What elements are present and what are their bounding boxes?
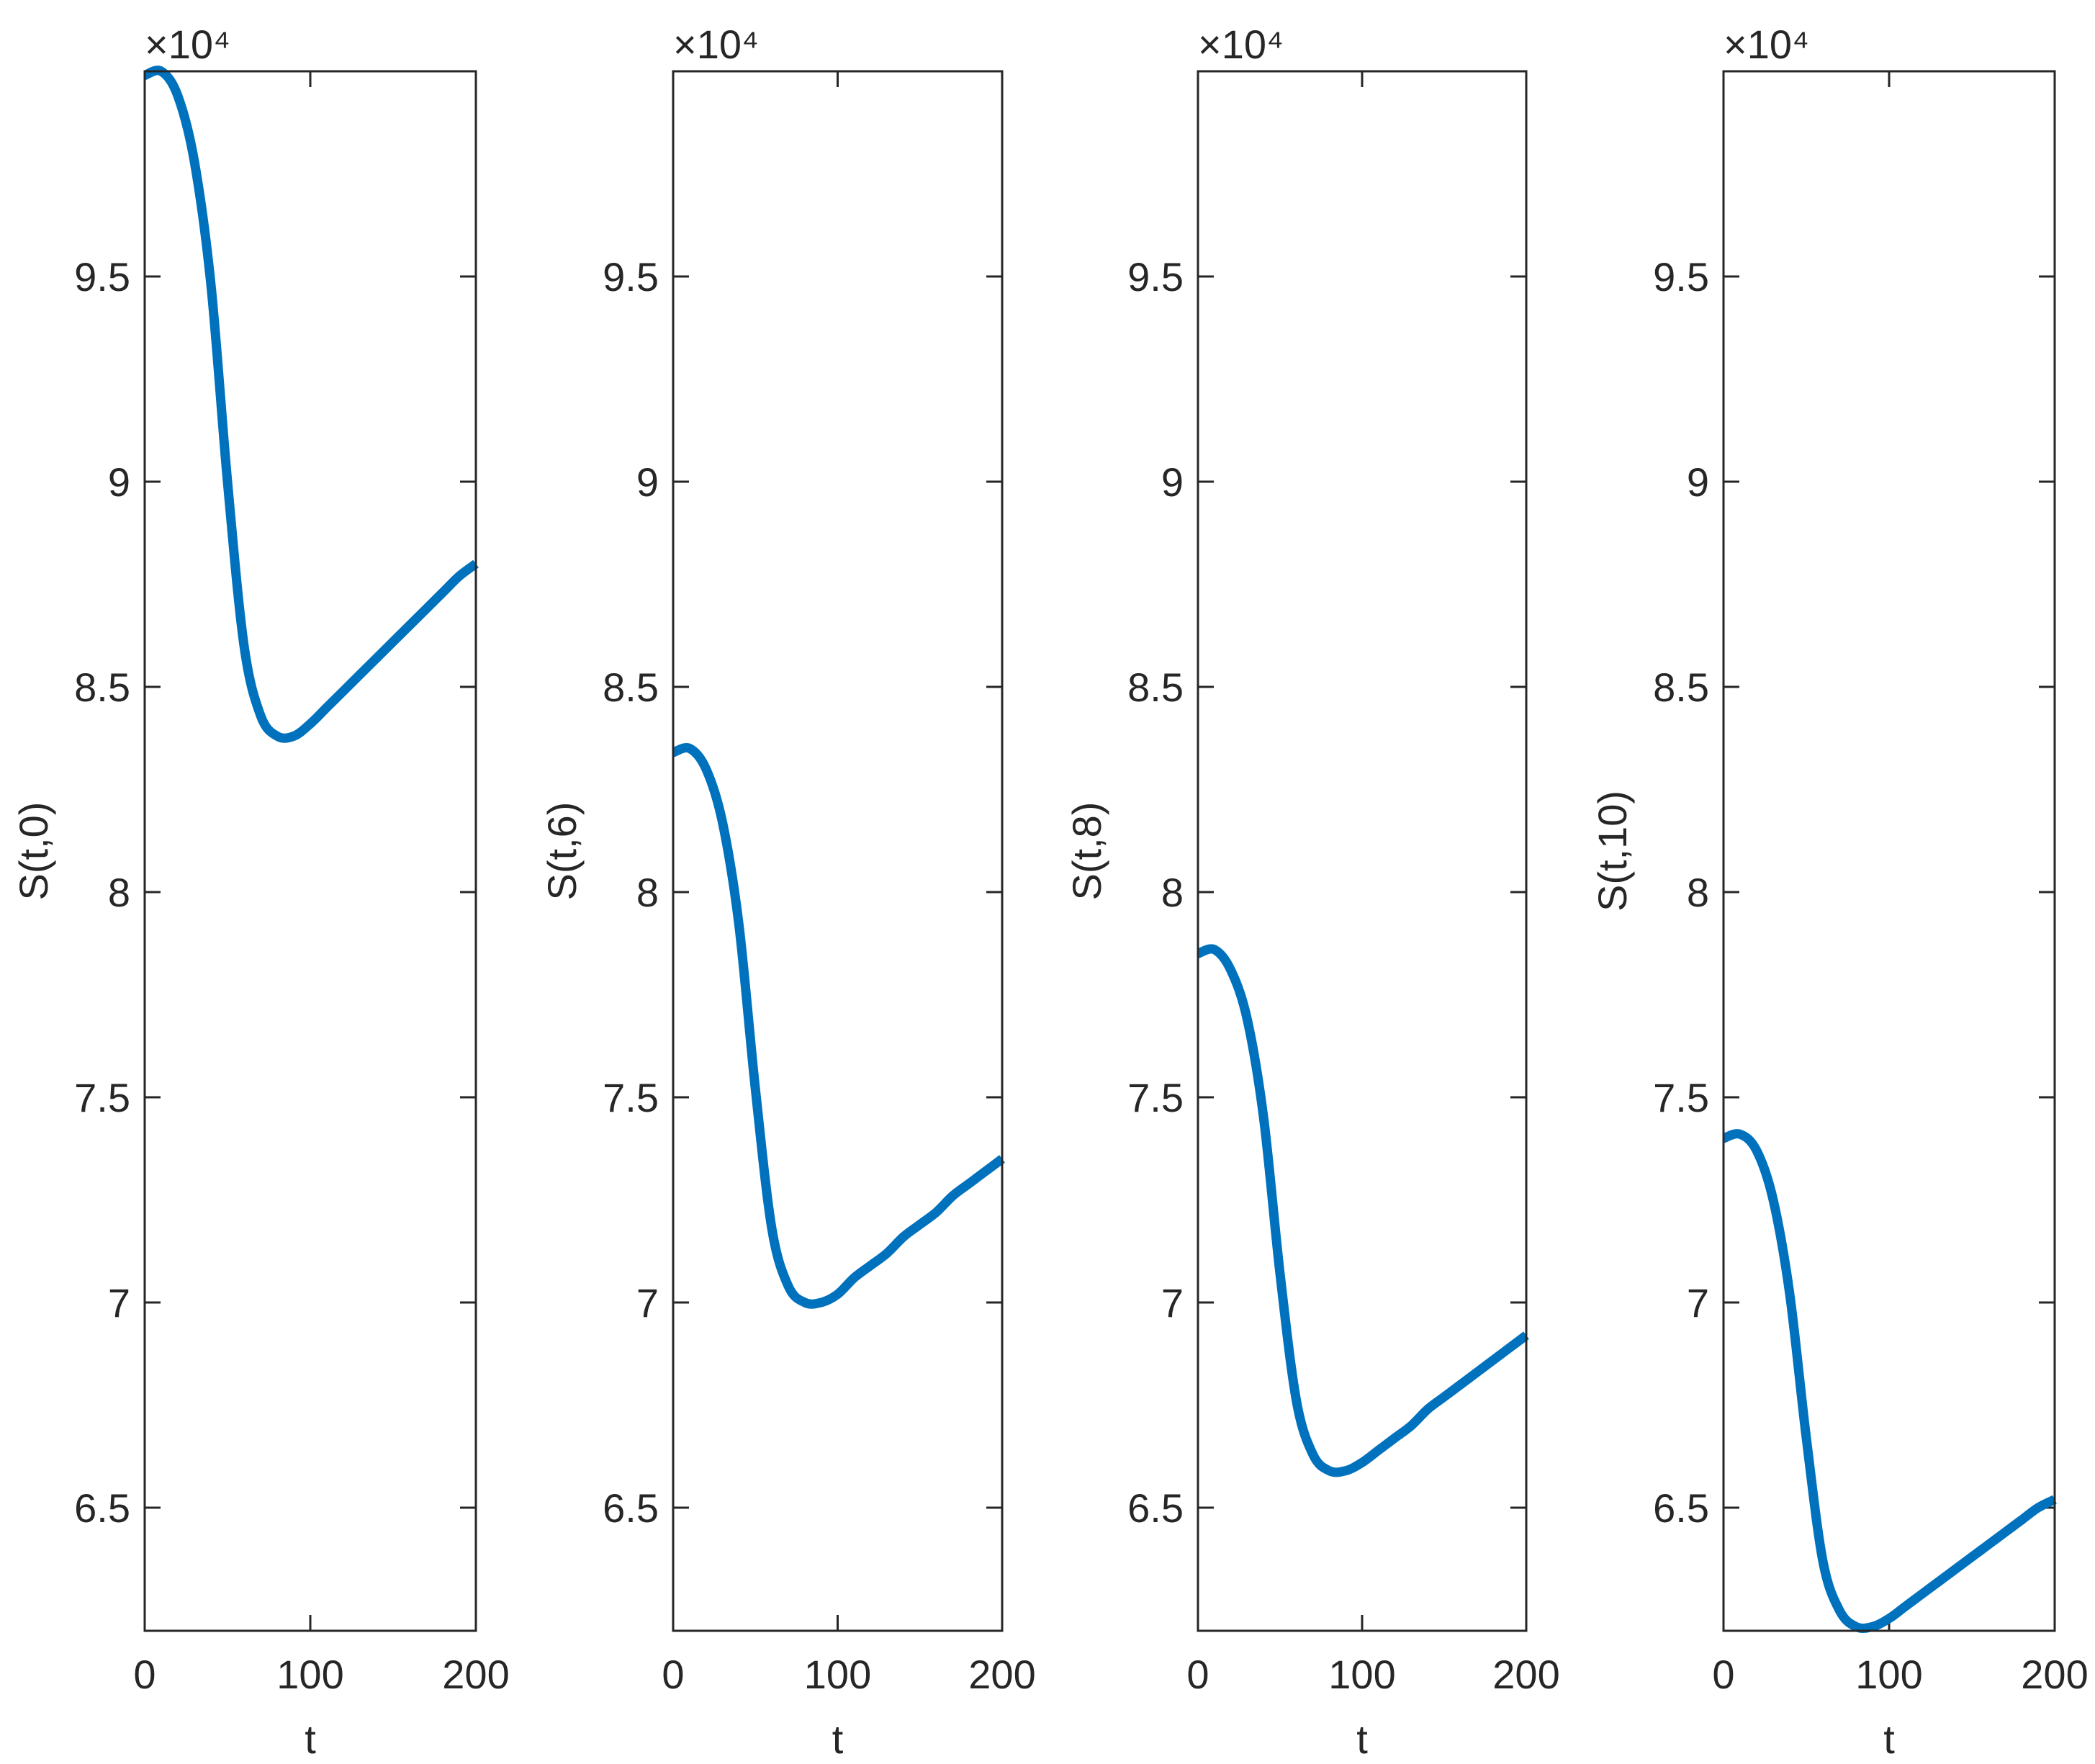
y-axis-label: S(t,10) <box>1590 791 1635 912</box>
y-tick-label: 7.5 <box>74 1075 130 1120</box>
y-axis-label: S(t,6) <box>539 802 585 901</box>
y-tick-label: 6.5 <box>603 1485 659 1531</box>
y-multiplier: ×10⁴ <box>145 22 230 67</box>
y-axis-label: S(t,0) <box>11 802 56 901</box>
y-tick-label: 8 <box>636 870 659 915</box>
x-tick-label: 100 <box>276 1652 343 1697</box>
y-tick-label: 7 <box>1161 1280 1184 1326</box>
data-line <box>143 66 479 743</box>
y-tick-label: 7.5 <box>603 1075 659 1120</box>
y-tick-label: 6.5 <box>74 1485 130 1531</box>
y-tick-label: 7 <box>108 1280 130 1326</box>
x-tick-label: 0 <box>662 1652 684 1697</box>
x-axis-label: t <box>832 1716 844 1762</box>
x-tick-label: 100 <box>804 1652 871 1697</box>
x-tick-label: 100 <box>1855 1652 1922 1697</box>
y-tick-label: 6.5 <box>1127 1485 1184 1531</box>
x-tick-label: 0 <box>133 1652 156 1697</box>
x-axis-label: t <box>1883 1716 1895 1762</box>
y-multiplier: ×10⁴ <box>1724 22 1809 67</box>
y-tick-label: 9 <box>108 459 130 505</box>
y-tick-label: 8.5 <box>74 665 130 710</box>
y-tick-label: 8.5 <box>1127 665 1184 710</box>
y-multiplier: ×10⁴ <box>1198 22 1284 67</box>
x-tick-label: 0 <box>1186 1652 1209 1697</box>
y-axis-label: S(t,8) <box>1064 802 1109 901</box>
axes-box <box>672 70 1004 1632</box>
y-tick-label: 8 <box>1161 870 1184 915</box>
y-tick-label: 7 <box>636 1280 659 1326</box>
x-tick-label: 200 <box>968 1652 1035 1697</box>
y-tick-label: 8.5 <box>603 665 659 710</box>
y-tick-label: 9.5 <box>1653 254 1709 300</box>
y-tick-label: 7 <box>1687 1280 1709 1326</box>
y-tick-label: 9.5 <box>74 254 130 300</box>
y-tick-label: 8 <box>1687 870 1709 915</box>
y-tick-label: 8 <box>108 870 130 915</box>
x-axis-label: t <box>305 1716 316 1762</box>
y-tick-label: 9 <box>1687 459 1709 505</box>
y-tick-label: 9.5 <box>1127 254 1184 300</box>
x-tick-label: 200 <box>442 1652 509 1697</box>
data-line <box>1721 1129 2057 1633</box>
y-tick-label: 9 <box>636 459 659 505</box>
x-axis-label: t <box>1356 1716 1368 1762</box>
y-tick-label: 7.5 <box>1653 1075 1709 1120</box>
axes-box <box>143 70 477 1632</box>
x-tick-label: 200 <box>1492 1652 1559 1697</box>
data-line <box>1196 944 1529 1477</box>
y-tick-label: 9 <box>1161 459 1184 505</box>
x-tick-label: 0 <box>1712 1652 1734 1697</box>
x-tick-label: 100 <box>1328 1652 1395 1697</box>
x-tick-label: 200 <box>2021 1652 2088 1697</box>
y-tick-label: 6.5 <box>1653 1485 1709 1531</box>
axes-box <box>1197 70 1528 1632</box>
y-tick-label: 9.5 <box>603 254 659 300</box>
y-tick-label: 8.5 <box>1653 665 1709 710</box>
data-line <box>671 743 1005 1309</box>
axes-box <box>1722 70 2056 1632</box>
y-tick-label: 7.5 <box>1127 1075 1184 1120</box>
y-multiplier: ×10⁴ <box>673 22 759 67</box>
